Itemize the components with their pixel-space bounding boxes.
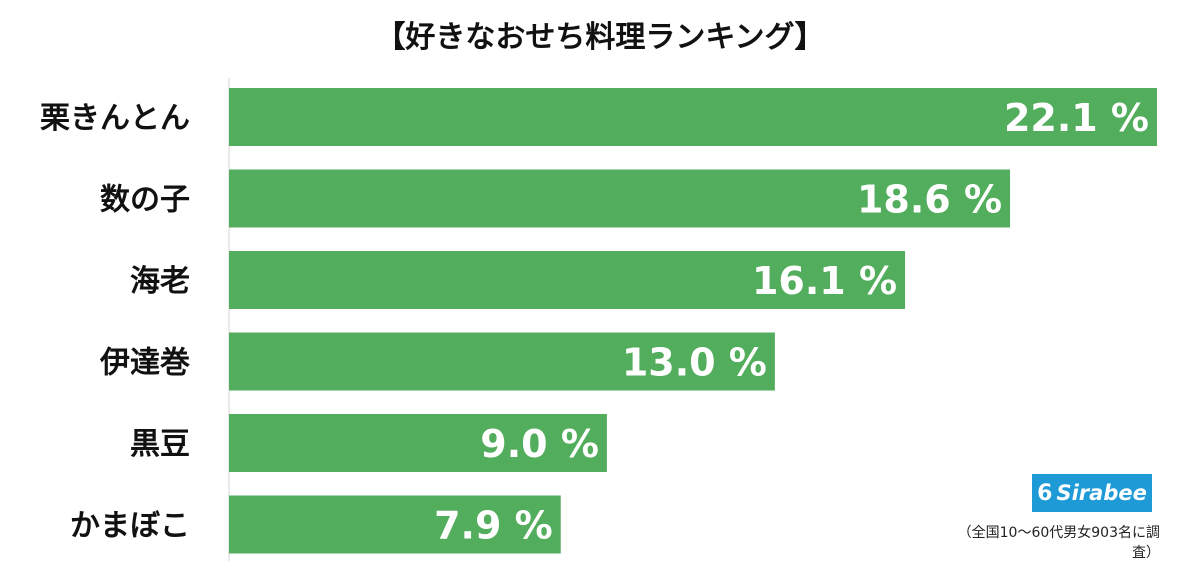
sirabee-logo-text: Sirabee: [1056, 481, 1147, 505]
value-label: 22.1 %: [1004, 96, 1149, 140]
bar: [229, 88, 1157, 146]
bar: [229, 495, 561, 554]
bar: [229, 169, 1011, 228]
category-label: 栗きんとん: [40, 101, 190, 136]
value-label: 7.9 %: [434, 504, 553, 548]
bar: [229, 332, 775, 391]
category-label: かまぼこ: [70, 509, 190, 544]
value-label: 18.6 %: [857, 178, 1002, 222]
value-label: 9.0 %: [480, 422, 599, 466]
sirabee-mark-icon: 6: [1037, 480, 1053, 506]
chart-title: 【好きなおせち料理ランキング】: [375, 20, 825, 55]
category-label: 数の子: [100, 183, 190, 218]
bar: [229, 251, 906, 309]
category-label: 伊達巻: [99, 346, 190, 381]
value-label: 13.0 %: [622, 341, 767, 385]
bars-group: 栗きんとん 22.1 % 数の子 18.6 % 海老 16.1 % 伊達巻 13.0 % 黒豆 9…: [40, 88, 1157, 554]
category-label: 海老: [130, 264, 190, 299]
value-label: 16.1 %: [752, 259, 897, 303]
sirabee-logo: 6 Sirabee: [1032, 474, 1152, 512]
survey-footnote: （全国10〜60代男女903名に調査）: [957, 525, 1160, 561]
bar: [229, 414, 607, 472]
category-label: 黒豆: [130, 427, 190, 462]
